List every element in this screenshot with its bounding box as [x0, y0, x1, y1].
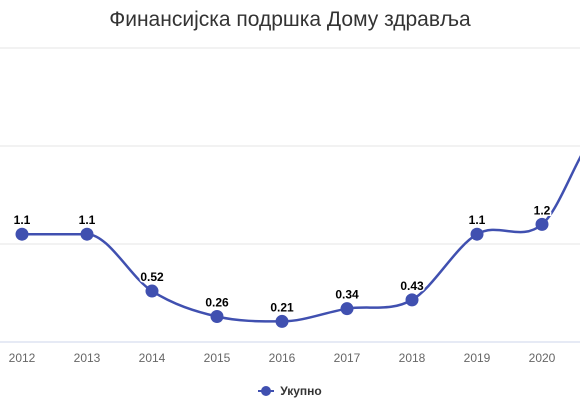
data-point[interactable]	[535, 217, 549, 231]
x-tick-label: 2014	[139, 351, 166, 365]
x-tick-label: 2017	[334, 351, 361, 365]
x-tick-label: 2012	[9, 351, 36, 365]
data-point[interactable]	[470, 227, 484, 241]
legend-label: Укупно	[280, 384, 322, 398]
data-point[interactable]	[210, 310, 224, 324]
data-label: 1.1	[79, 213, 96, 227]
series-line	[22, 155, 580, 323]
data-label: 1.1	[14, 213, 31, 227]
data-point[interactable]	[275, 314, 289, 328]
data-labels: 1.1 1.1 0.52 0.26 0.21 0.34 0.43 1.1 1.2	[12, 202, 552, 316]
x-tick-label: 2020	[529, 351, 556, 365]
data-point[interactable]	[80, 227, 94, 241]
x-tick-label: 2019	[464, 351, 491, 365]
legend-marker-icon	[258, 383, 275, 399]
legend[interactable]: Укупно	[0, 383, 580, 399]
data-label: 0.52	[140, 270, 164, 284]
x-tick-label: 2018	[399, 351, 426, 365]
grid-lines	[0, 47, 580, 245]
data-label: 0.43	[400, 279, 424, 293]
data-label: 0.34	[335, 288, 359, 302]
data-point[interactable]	[145, 284, 159, 298]
data-point[interactable]	[15, 227, 29, 241]
chart-title: Финансијска подршка Дому здравља	[109, 8, 471, 31]
series-ukupno	[15, 155, 580, 328]
x-tick-label: 2013	[74, 351, 101, 365]
x-axis: 2012201320142015201620172018201920202021	[0, 341, 580, 365]
data-point[interactable]	[340, 302, 354, 316]
data-label: 0.21	[270, 300, 294, 314]
data-label: 1.2	[534, 203, 551, 217]
x-tick-label: 2016	[269, 351, 296, 365]
data-label: 0.26	[205, 296, 229, 310]
x-tick-label: 2015	[204, 351, 231, 365]
data-point[interactable]	[405, 293, 419, 307]
data-label: 1.1	[469, 213, 486, 227]
